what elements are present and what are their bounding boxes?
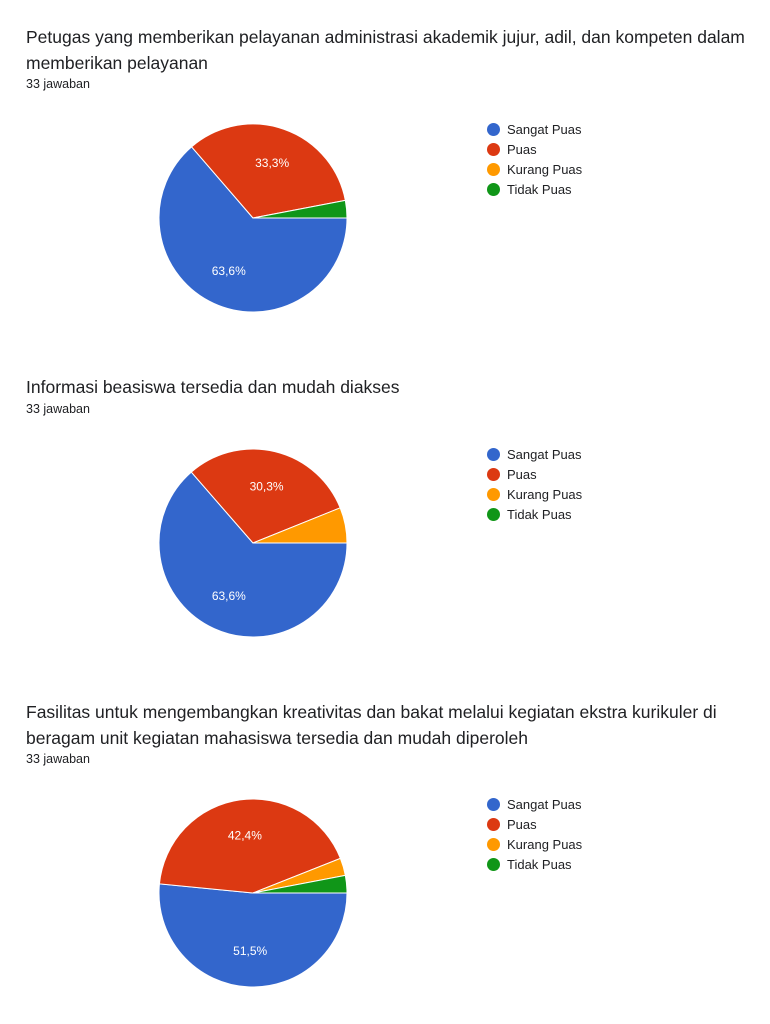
legend-item: Kurang Puas (487, 159, 582, 179)
legend-color-dot (487, 817, 500, 831)
legend-label: Tidak Puas (507, 856, 572, 872)
legend-item: Puas (487, 814, 582, 834)
response-count: 33 jawaban (26, 752, 90, 766)
legend-label: Tidak Puas (507, 506, 572, 522)
legend-color-dot (487, 142, 500, 156)
question-title: Petugas yang memberikan pelayanan admini… (26, 27, 745, 73)
legend-item: Tidak Puas (487, 179, 582, 199)
legend-label: Sangat Puas (507, 121, 582, 137)
legend-item: Puas (487, 139, 582, 159)
legend-color-dot (487, 122, 500, 136)
pie-chart: 51,5% 42,4% (158, 798, 348, 988)
chart-legend: Sangat Puas Puas Kurang Puas Tidak Puas (487, 119, 582, 199)
pie-slice-puas (190, 123, 346, 219)
legend-color-dot (487, 162, 500, 176)
legend-item: Puas (487, 464, 582, 484)
legend-label: Kurang Puas (507, 161, 583, 177)
legend-label: Kurang Puas (507, 836, 583, 852)
legend-label: Puas (507, 466, 537, 482)
response-count: 33 jawaban (26, 77, 90, 91)
legend-label: Puas (507, 141, 537, 157)
legend-item: Kurang Puas (487, 834, 582, 854)
slice-data-label: 51,5% (233, 944, 267, 958)
pie-slice-tidak-puas (252, 874, 348, 894)
pie-slice-sangat-puas (158, 883, 348, 988)
legend-color-dot (487, 487, 500, 501)
chart-legend: Sangat Puas Puas Kurang Puas Tidak Puas (487, 444, 582, 524)
legend-color-dot (487, 837, 500, 851)
question-title: Informasi beasiswa tersedia dan mudah di… (26, 377, 400, 397)
legend-color-dot (487, 857, 500, 871)
legend-color-dot (487, 797, 500, 811)
pie-slice-puas (190, 448, 341, 544)
response-count: 33 jawaban (26, 402, 90, 416)
legend-color-dot (487, 182, 500, 196)
slice-data-label: 30,3% (250, 479, 284, 493)
legend-label: Tidak Puas (507, 181, 572, 197)
legend-item: Sangat Puas (487, 794, 582, 814)
legend-item: Tidak Puas (487, 854, 582, 874)
chart-legend: Sangat Puas Puas Kurang Puas Tidak Puas (487, 794, 582, 874)
pie-chart: 63,6% 30,3% (158, 448, 348, 638)
legend-color-dot (487, 507, 500, 521)
pie-slice-puas (158, 798, 342, 894)
slice-data-label: 42,4% (228, 828, 262, 842)
pie-chart: 63,6% 33,3% (158, 123, 348, 313)
legend-item: Kurang Puas (487, 484, 582, 504)
legend-item: Sangat Puas (487, 119, 582, 139)
slice-data-label: 33,3% (255, 156, 289, 170)
legend-color-dot (487, 447, 500, 461)
legend-label: Kurang Puas (507, 486, 583, 502)
question-title: Fasilitas untuk mengembangkan kreativita… (26, 702, 717, 748)
pie-slice-tidak-puas (252, 199, 348, 219)
pie-slice-sangat-puas (158, 471, 348, 638)
pie-slice-kurang-puas (252, 507, 348, 544)
legend-label: Sangat Puas (507, 796, 582, 812)
pie-slice-sangat-puas (158, 146, 348, 313)
legend-item: Sangat Puas (487, 444, 582, 464)
slice-data-label: 63,6% (212, 264, 246, 278)
legend-label: Puas (507, 816, 537, 832)
legend-color-dot (487, 467, 500, 481)
slice-data-label: 63,6% (212, 589, 246, 603)
legend-label: Sangat Puas (507, 446, 582, 462)
legend-item: Tidak Puas (487, 504, 582, 524)
